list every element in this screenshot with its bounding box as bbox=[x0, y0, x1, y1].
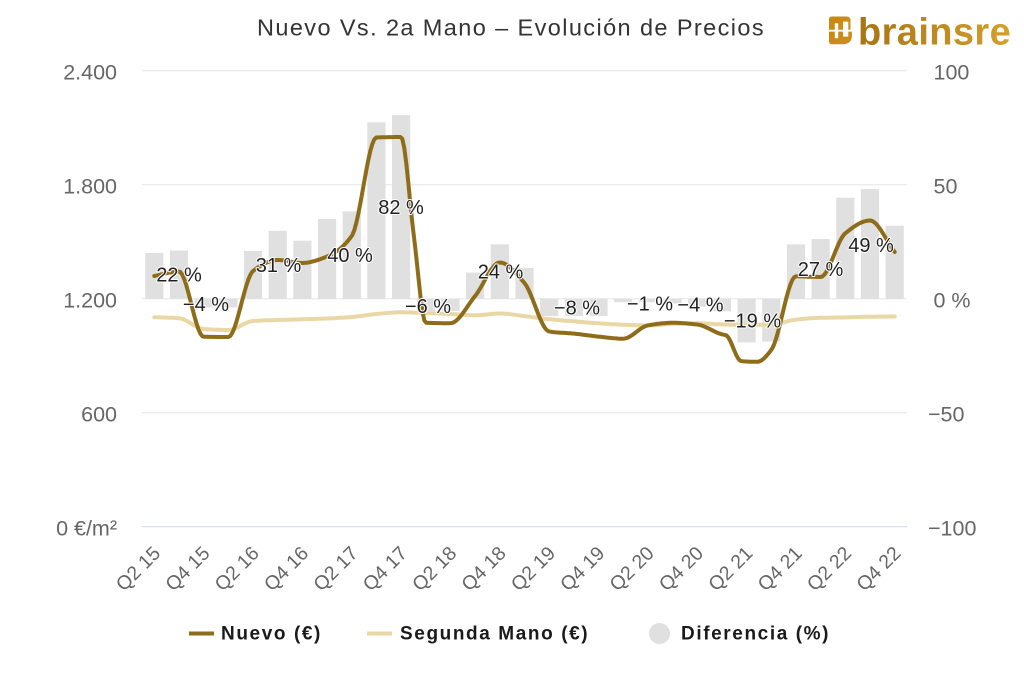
svg-text:82 %: 82 % bbox=[378, 197, 424, 219]
svg-text:Q2 21: Q2 21 bbox=[704, 542, 757, 595]
svg-text:Q2 20: Q2 20 bbox=[606, 542, 659, 595]
svg-text:1.800: 1.800 bbox=[63, 175, 117, 199]
svg-text:Q2 16: Q2 16 bbox=[211, 542, 264, 595]
svg-text:31 %: 31 % bbox=[256, 255, 302, 277]
svg-text:Q2 15: Q2 15 bbox=[112, 542, 165, 595]
svg-text:50: 50 bbox=[934, 175, 958, 199]
svg-text:Q2 19: Q2 19 bbox=[507, 542, 560, 595]
svg-text:22 %: 22 % bbox=[156, 265, 202, 287]
svg-text:0 %: 0 % bbox=[934, 289, 971, 313]
svg-text:0 €/m²: 0 €/m² bbox=[56, 517, 117, 541]
svg-text:100: 100 bbox=[934, 61, 970, 85]
svg-text:2.400: 2.400 bbox=[63, 61, 117, 85]
svg-text:49 %: 49 % bbox=[848, 235, 894, 257]
svg-text:−8 %: −8 % bbox=[554, 298, 600, 320]
svg-text:brainsre: brainsre bbox=[858, 12, 1011, 54]
svg-text:Segunda Mano (€): Segunda Mano (€) bbox=[400, 624, 589, 645]
svg-text:Q4 18: Q4 18 bbox=[457, 542, 510, 595]
svg-text:1.200: 1.200 bbox=[63, 289, 117, 313]
svg-text:−4 %: −4 % bbox=[677, 295, 723, 317]
svg-text:Q4 19: Q4 19 bbox=[556, 542, 609, 595]
svg-text:Q2 18: Q2 18 bbox=[408, 542, 461, 595]
svg-text:Q4 17: Q4 17 bbox=[359, 542, 412, 595]
svg-text:−6 %: −6 % bbox=[405, 296, 451, 318]
svg-text:Diferencia (%): Diferencia (%) bbox=[681, 624, 830, 645]
svg-text:Q4 16: Q4 16 bbox=[260, 542, 313, 595]
svg-text:−19 %: −19 % bbox=[724, 311, 781, 333]
svg-text:Q4 15: Q4 15 bbox=[161, 542, 214, 595]
svg-text:Nuevo Vs. 2a Mano – Evolución: Nuevo Vs. 2a Mano – Evolución de Precios bbox=[257, 15, 765, 41]
svg-text:−4 %: −4 % bbox=[183, 294, 229, 316]
svg-text:−1 %: −1 % bbox=[627, 294, 673, 316]
svg-text:27 %: 27 % bbox=[798, 259, 844, 281]
svg-text:40 %: 40 % bbox=[327, 245, 373, 267]
svg-text:Nuevo (€): Nuevo (€) bbox=[221, 624, 322, 645]
svg-text:24 %: 24 % bbox=[478, 262, 524, 284]
svg-text:Q4 20: Q4 20 bbox=[655, 542, 708, 595]
svg-text:Q4 22: Q4 22 bbox=[852, 542, 905, 595]
svg-text:Q4 21: Q4 21 bbox=[754, 542, 807, 595]
svg-text:−100: −100 bbox=[928, 517, 976, 541]
svg-text:Q2 22: Q2 22 bbox=[803, 542, 856, 595]
svg-text:−50: −50 bbox=[928, 403, 965, 427]
svg-text:Q2 17: Q2 17 bbox=[309, 542, 362, 595]
svg-text:600: 600 bbox=[81, 403, 117, 427]
